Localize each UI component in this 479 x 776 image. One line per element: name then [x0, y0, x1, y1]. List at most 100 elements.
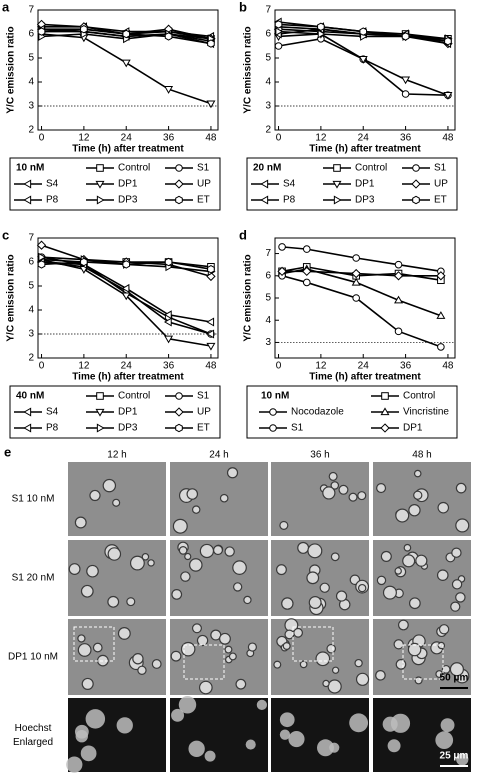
cell: [196, 634, 209, 647]
cell: [435, 670, 444, 678]
row-label: Hoechst Enlarged: [13, 723, 53, 748]
legend-label: UP: [197, 179, 211, 190]
legend-label: DP3: [118, 423, 138, 434]
marker: [164, 32, 173, 41]
y-axis-label: Y/C emission ratio: [6, 26, 17, 113]
cell: [403, 543, 412, 552]
x-tick-label: 12: [315, 361, 327, 372]
y-axis-label: Y/C emission ratio: [243, 254, 254, 341]
cell: [245, 739, 256, 750]
marker: [164, 257, 173, 267]
row-label: DP1 10 nM: [8, 652, 58, 663]
legend-label: S1: [197, 391, 210, 402]
marker: [381, 392, 389, 400]
cell: [435, 731, 454, 749]
legend-label: Vincristine: [403, 407, 449, 418]
y-tick-label: 2: [265, 125, 271, 136]
legend-label: P8: [46, 423, 59, 434]
cell: [116, 717, 133, 734]
cell: [307, 543, 323, 559]
cell: [330, 552, 340, 562]
cell: [394, 567, 402, 575]
marker: [37, 27, 46, 36]
legend-label: UP: [434, 179, 448, 190]
cell: [438, 624, 450, 635]
marker: [358, 56, 368, 64]
cell: [282, 641, 291, 651]
series-line: [278, 33, 449, 96]
cell: [247, 642, 257, 652]
cell: [414, 676, 423, 685]
cell: [415, 554, 428, 567]
marker: [394, 327, 403, 336]
cell: [107, 595, 120, 608]
marker: [401, 76, 411, 85]
cell: [80, 745, 97, 762]
cell: [178, 546, 188, 555]
legend-title: 20 nM: [253, 163, 281, 174]
marker: [175, 423, 183, 433]
marker: [80, 257, 88, 267]
legend-label: ET: [197, 195, 210, 206]
legend-label: S1: [291, 423, 304, 434]
y-tick-label: 7: [265, 5, 271, 16]
marker: [121, 283, 130, 293]
marker: [174, 407, 184, 417]
cell: [212, 545, 224, 556]
cell: [326, 643, 337, 654]
marker: [37, 260, 46, 269]
cell: [382, 585, 397, 600]
cell: [408, 597, 421, 610]
cell: [107, 547, 122, 561]
marker: [207, 39, 215, 48]
cell: [66, 756, 83, 773]
cell: [288, 731, 305, 748]
cell: [390, 713, 411, 733]
y-tick-label: 3: [28, 329, 34, 340]
cell: [68, 563, 81, 575]
marker: [401, 32, 410, 41]
cell: [327, 679, 342, 694]
legend-label: DP1: [118, 407, 138, 418]
column-label: 12 h: [107, 450, 126, 461]
legend-title: 40 nM: [16, 391, 44, 402]
panel-label: c: [2, 227, 9, 242]
marker: [36, 240, 47, 250]
y-tick-label: 5: [265, 293, 271, 304]
cell: [275, 564, 287, 576]
marker: [206, 100, 216, 109]
cell: [413, 490, 423, 500]
cell: [75, 730, 88, 743]
marker: [275, 27, 284, 37]
legend-label: DP3: [118, 195, 138, 206]
marker: [23, 423, 32, 433]
marker: [96, 164, 104, 172]
x-tick-label: 48: [205, 133, 217, 144]
marker: [401, 90, 410, 98]
cell: [204, 750, 216, 762]
marker: [317, 22, 325, 32]
x-tick-label: 0: [39, 133, 45, 144]
cell: [180, 571, 191, 582]
column-label: 36 h: [310, 450, 329, 461]
marker: [277, 266, 287, 277]
marker: [164, 86, 174, 94]
marker: [95, 180, 105, 189]
cell: [281, 597, 294, 610]
marker: [164, 335, 174, 344]
cell: [455, 518, 470, 533]
marker: [206, 329, 215, 339]
marker: [394, 260, 403, 269]
marker: [23, 407, 32, 417]
marker: [269, 424, 277, 432]
legend-label: Control: [403, 391, 435, 402]
cell: [354, 658, 363, 668]
y-tick-label: 4: [265, 77, 271, 88]
cell: [348, 492, 358, 502]
y-tick-label: 6: [265, 29, 271, 40]
cell: [89, 489, 101, 502]
marker: [96, 195, 105, 205]
marker: [175, 164, 183, 172]
x-tick-label: 24: [358, 133, 370, 144]
cell: [293, 627, 304, 638]
